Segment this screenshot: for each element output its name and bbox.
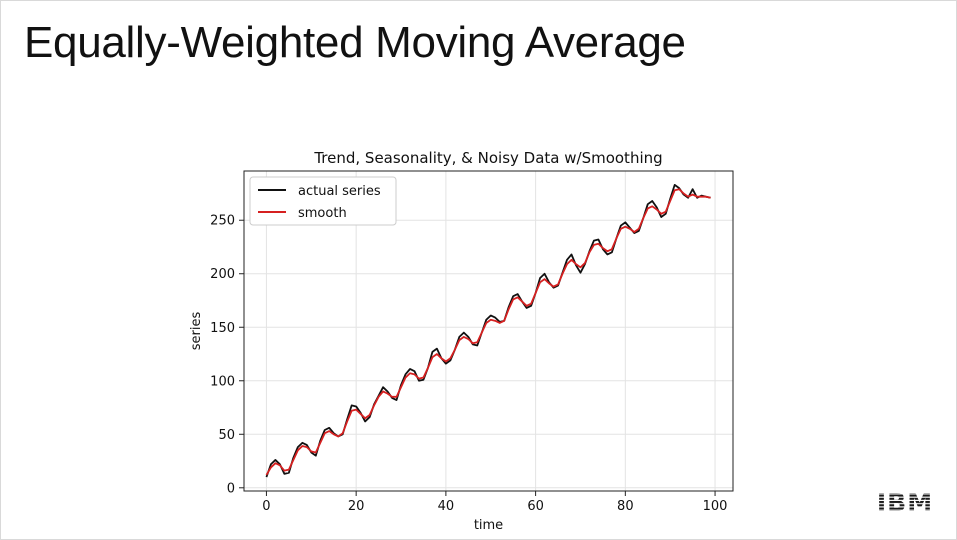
chart-title: Trend, Seasonality, & Noisy Data w/Smoot…: [313, 149, 662, 167]
y-tick-label: 50: [218, 428, 235, 443]
x-axis-label: time: [474, 518, 503, 533]
x-tick-label: 20: [348, 499, 365, 514]
series-line-smooth: [265, 188, 711, 476]
y-tick-label: 150: [210, 321, 235, 336]
y-tick-label: 100: [210, 374, 235, 389]
y-axis-label: series: [189, 312, 204, 351]
plot-border: [243, 170, 734, 492]
legend-label-actual-series: actual series: [298, 184, 381, 199]
x-tick-label: 40: [438, 499, 455, 514]
series-layer: [265, 184, 711, 478]
x-tick-label: 0: [262, 499, 270, 514]
y-tick-label: 0: [227, 481, 235, 496]
ticks: 0 20 40 60 80 100 0 50 100 150 200 250: [210, 214, 727, 514]
x-tick-label: 60: [527, 499, 544, 514]
x-tick-label: 100: [703, 499, 728, 514]
y-tick-label: 250: [210, 214, 235, 229]
legend-box: [249, 176, 397, 226]
x-tick-label: 80: [617, 499, 634, 514]
slide-title: Equally-Weighted Moving Average: [24, 18, 686, 67]
legend-label-smooth: smooth: [298, 206, 347, 221]
legend: actual series smooth: [249, 176, 397, 226]
ibm-logo-text: IBM: [877, 488, 933, 514]
grid: [244, 171, 733, 491]
y-tick-label: 200: [210, 267, 235, 282]
ibm-logo: IBM: [877, 488, 933, 514]
